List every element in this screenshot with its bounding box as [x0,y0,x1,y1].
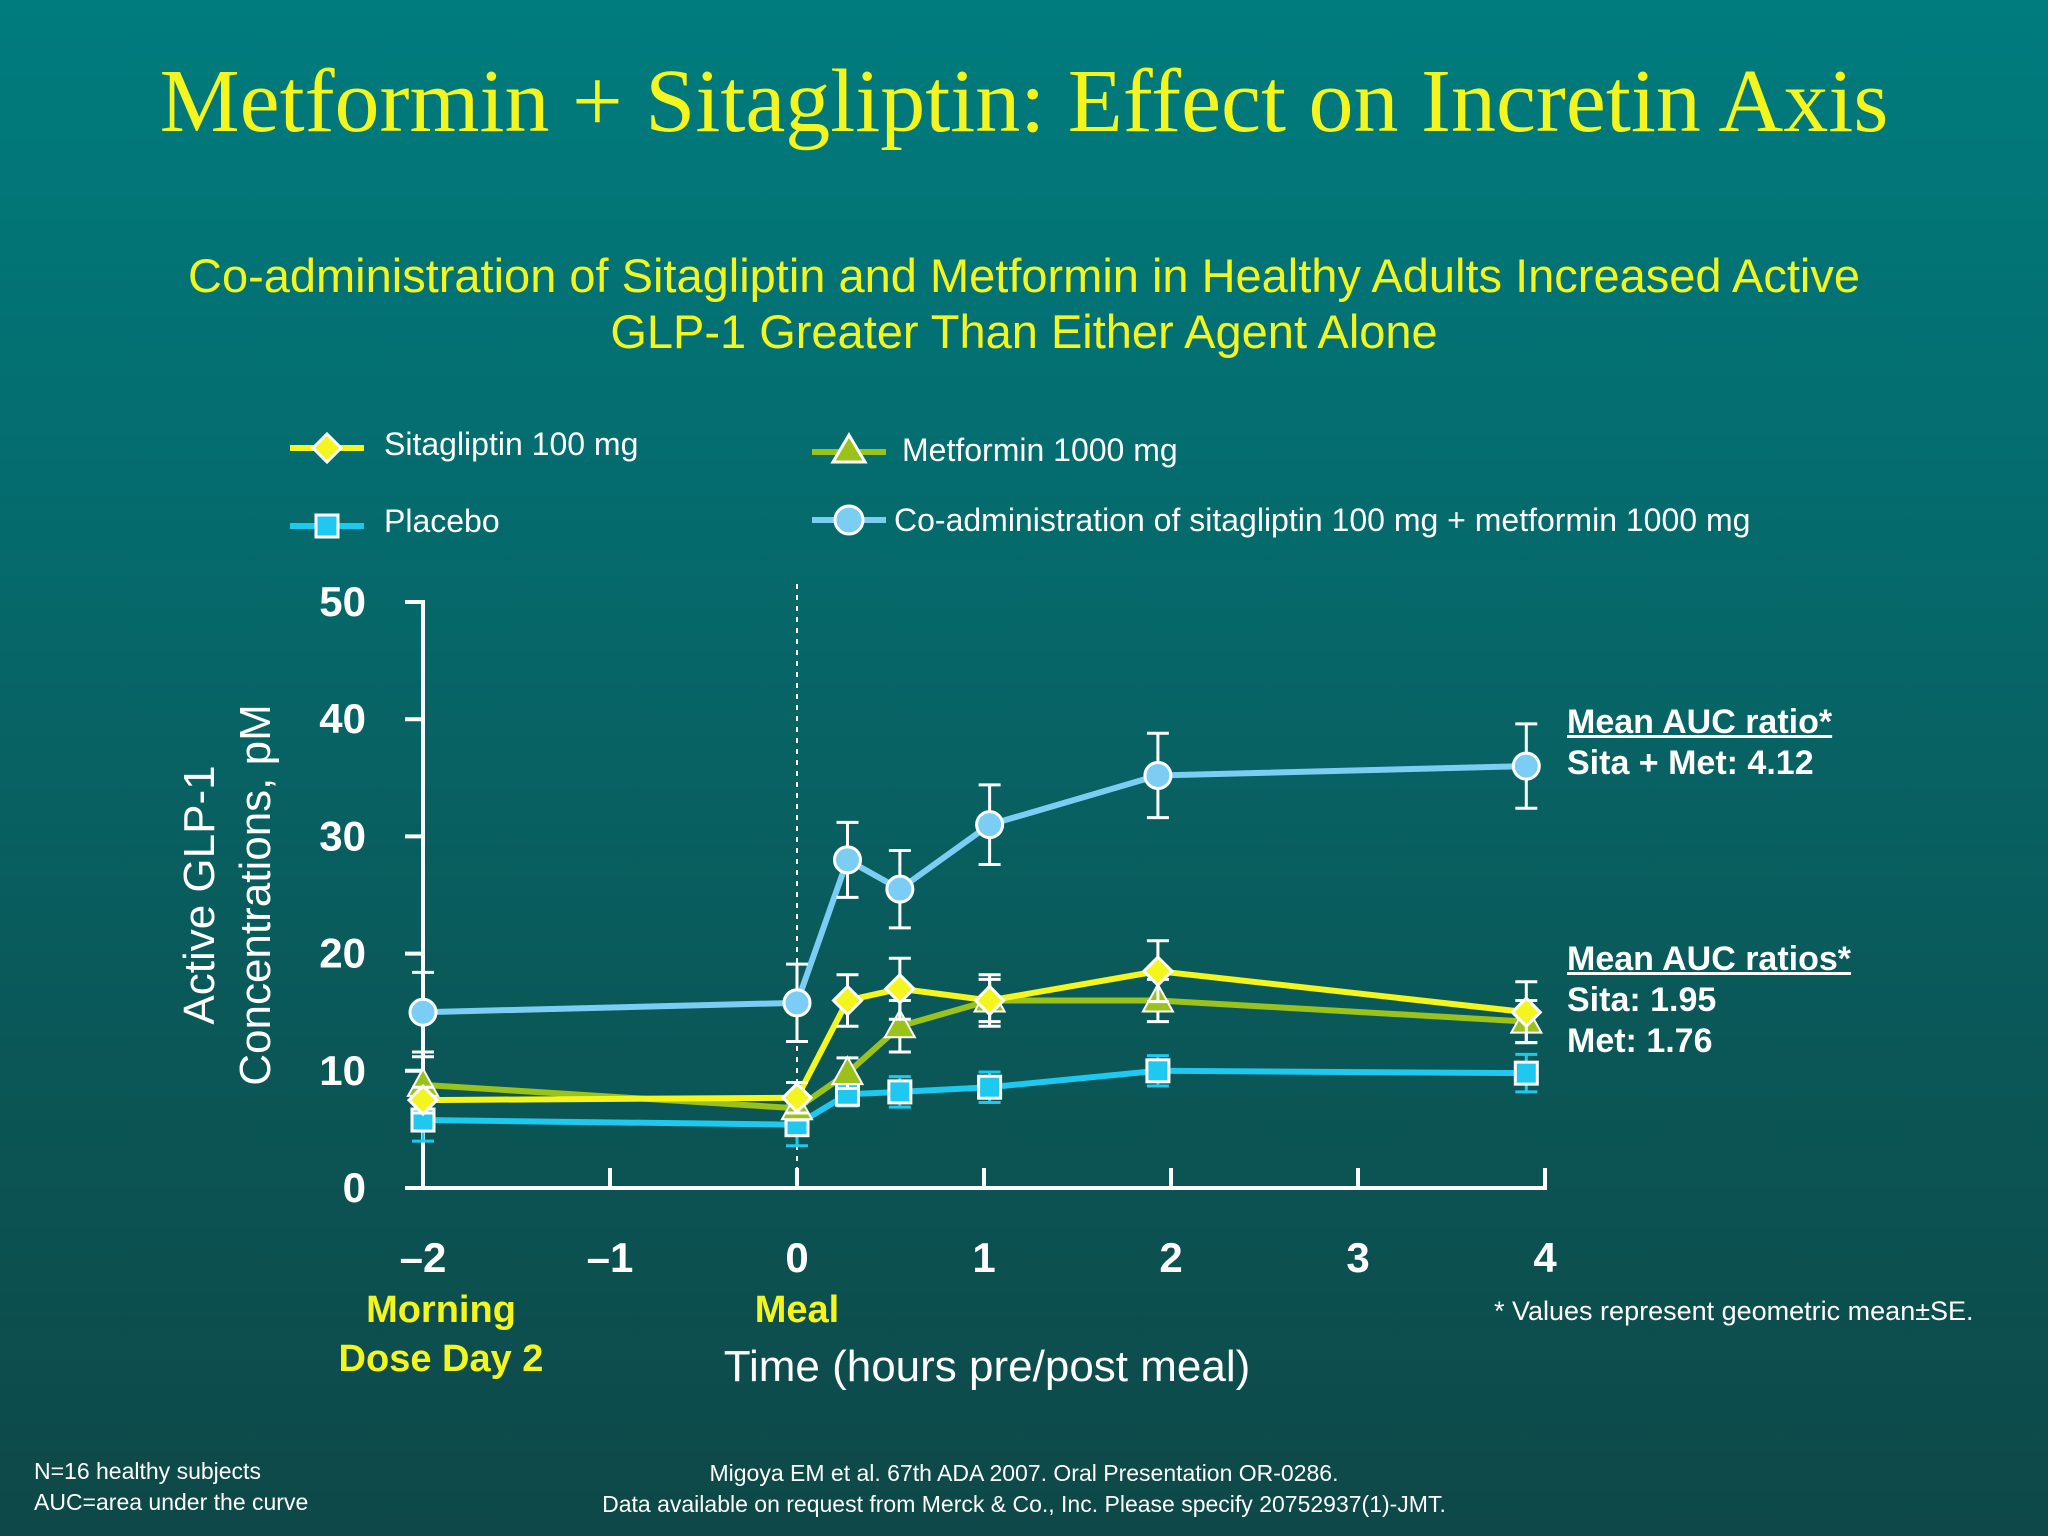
data-point-circle [782,988,812,1018]
data-point-diamond [831,984,864,1017]
y-tick-label: 50 [319,578,366,625]
mono-auc-annotation: Mean AUC ratios* Sita: 1.95 Met: 1.76 [1567,939,1851,1062]
legend-combo-symbol [812,504,886,536]
sita-auc-value: Sita: 1.95 [1567,981,1717,1019]
series-line [422,968,1527,1104]
x-event-label: Dose Day 2 [339,1338,544,1380]
series-square-group [410,1052,1539,1148]
footer-notes: N=16 healthy subjects AUC=area under the… [34,1456,308,1518]
data-point-triangle [883,1008,917,1039]
met-auc-value: Met: 1.76 [1567,1022,1713,1060]
x-axis-label: Time (hours pre/post meal) [724,1342,1251,1391]
y-tick-label: 10 [319,1047,366,1094]
legend-sitagliptin-symbol [290,431,364,465]
data-point-square [1145,1058,1171,1084]
data-point-square [1513,1060,1539,1086]
citation-line-2: Data available on request from Merck & C… [602,1491,1446,1517]
x-tick-label: 2 [1159,1234,1182,1281]
slide-subtitle: Co-administration of Sitagliptin and Met… [100,248,1948,360]
combo-auc-annotation: Mean AUC ratio* Sita + Met: 4.12 [1567,702,1832,784]
series-line [422,997,1527,1112]
slide-title: Metformin + Sitagliptin: Effect on Incre… [159,52,1889,151]
citation-line-1: Migoya EM et al. 67th ADA 2007. Oral Pre… [709,1460,1339,1486]
data-point-circle [885,874,915,904]
data-point-diamond [406,1083,440,1117]
subtitle-line-2: GLP-1 Greater Than Either Agent Alone [610,305,1438,358]
footer-citation: Migoya EM et al. 67th ADA 2007. Oral Pre… [0,1458,2048,1520]
data-point-circle [1143,760,1173,790]
data-point-diamond [780,1081,814,1114]
y-axis-label-line-1: Active GLP-1 [175,765,224,1024]
legend-placebo-symbol [290,513,364,539]
se-footnote: * Values represent geometric mean±SE. [1494,1296,1974,1326]
data-point-circle [832,845,862,875]
x-tick-label: –1 [587,1234,634,1281]
legend-sitagliptin-label: Sitagliptin 100 mg [384,426,639,462]
series-line [422,763,1527,1016]
data-point-circle [1511,751,1541,781]
x-event-label: Meal [755,1289,839,1331]
x-tick-label: 3 [1346,1234,1369,1281]
data-point-square [887,1079,913,1105]
x-tick-label: –2 [400,1234,447,1281]
combo-auc-value: Sita + Met: 4.12 [1567,744,1814,782]
subtitle-line-1: Co-administration of Sitagliptin and Met… [188,249,1860,302]
legend-metformin-label: Metformin 1000 mg [902,432,1178,468]
series-diamond-group [406,939,1543,1117]
series-circle-group [408,722,1541,1054]
legend-placebo-label: Placebo [384,503,500,539]
y-axis-label-line-2: Concentrations, pM [231,704,280,1086]
x-tick-label: 1 [972,1234,995,1281]
y-tick-label: 0 [343,1164,366,1211]
mono-auc-heading: Mean AUC ratios* [1567,940,1852,978]
combo-auc-heading: Mean AUC ratio* [1567,703,1833,741]
data-point-square [977,1074,1003,1100]
x-event-label: Morning [366,1289,516,1331]
x-tick-label: 0 [785,1234,808,1281]
legend-metformin-symbol [812,432,886,464]
data-point-diamond [973,984,1006,1017]
data-point-diamond [1510,996,1543,1029]
data-point-diamond [883,972,916,1005]
footer-auc-definition: AUC=area under the curve [34,1489,309,1515]
data-point-circle [975,810,1005,840]
y-tick-label: 40 [319,695,366,742]
data-point-diamond [1141,955,1175,988]
footer-subjects: N=16 healthy subjects [34,1458,261,1484]
y-axis-label: Active GLP-1 Concentrations, pM [175,704,280,1086]
y-tick-label: 20 [319,930,366,977]
y-tick-label: 30 [319,812,366,859]
data-point-circle [408,997,438,1027]
legend-combo-label: Co-administration of sitagliptin 100 mg … [894,502,1751,538]
data-point-triangle [830,1055,865,1086]
x-tick-label: 4 [1533,1234,1557,1281]
